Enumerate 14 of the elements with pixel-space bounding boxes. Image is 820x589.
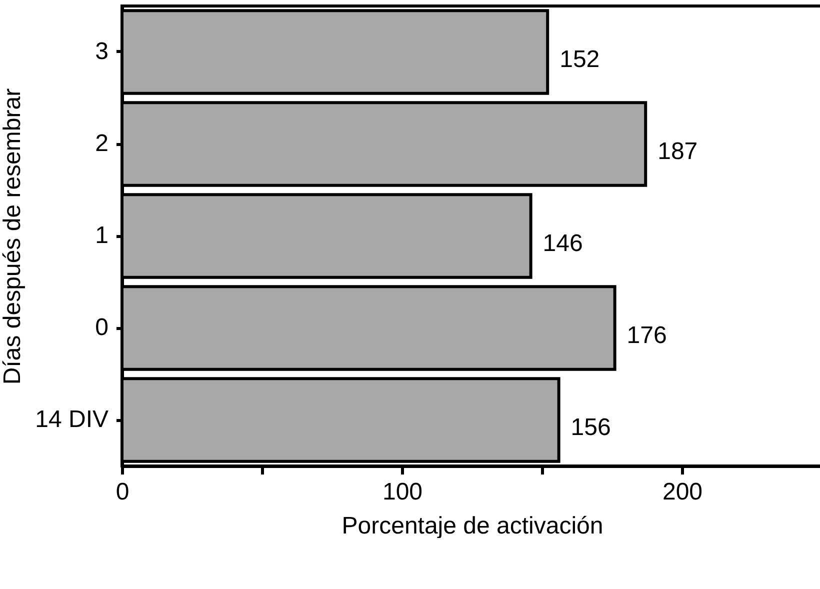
data-label: 187 <box>658 138 698 165</box>
data-label: 156 <box>570 414 611 441</box>
x-tick-label: 200 <box>662 478 703 506</box>
data-label: 176 <box>626 322 667 349</box>
data-label: 146 <box>542 230 583 257</box>
y-tick-label: 1 <box>95 222 108 249</box>
y-axis-title: Días después de resembrar <box>0 88 26 385</box>
y-tick-label: 14 DIV <box>35 406 108 433</box>
y-tick-label: 2 <box>95 130 108 157</box>
data-label: 152 <box>560 46 600 73</box>
x-tick-label: 100 <box>382 478 423 506</box>
y-tick-label: 0 <box>95 314 108 341</box>
y-tick-label: 3 <box>95 38 108 65</box>
x-tick-label: 0 <box>116 478 130 506</box>
